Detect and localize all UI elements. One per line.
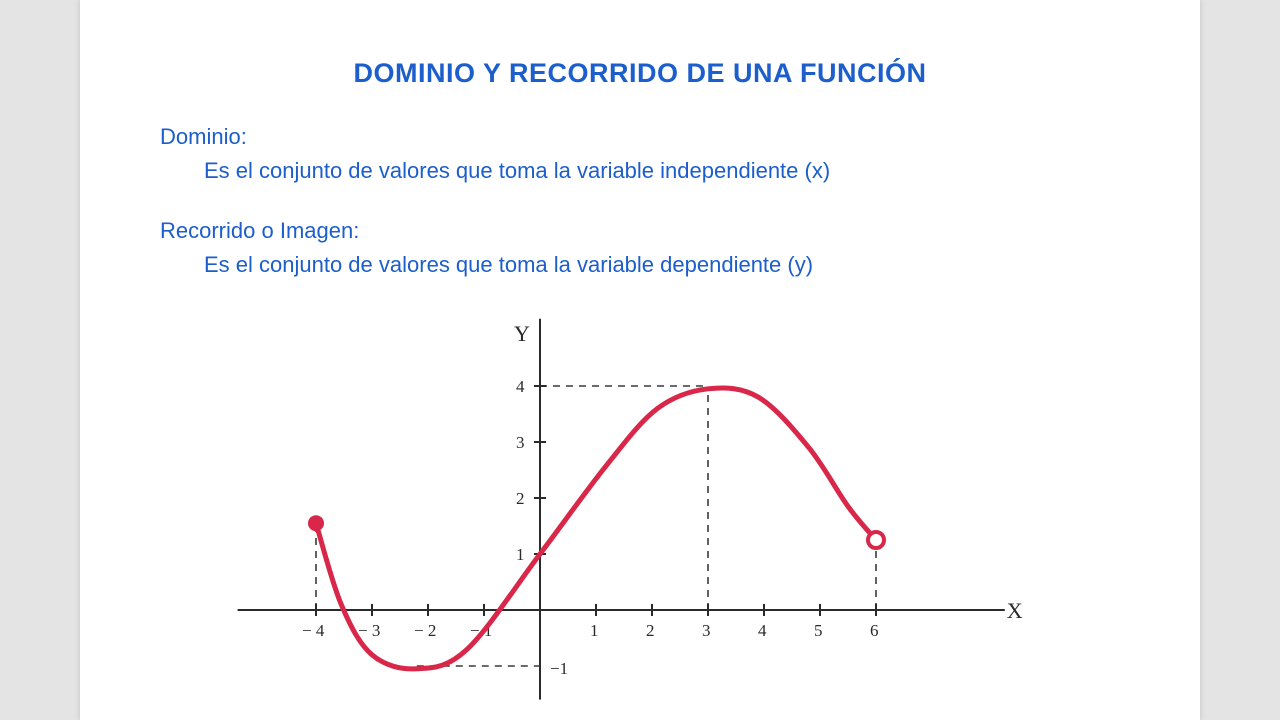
svg-text:5: 5 [814, 621, 823, 640]
svg-text:4: 4 [516, 377, 525, 396]
svg-text:1: 1 [516, 545, 525, 564]
svg-text:− 2: − 2 [414, 621, 436, 640]
svg-text:−1: −1 [550, 659, 568, 678]
svg-text:− 3: − 3 [358, 621, 380, 640]
svg-text:4: 4 [758, 621, 767, 640]
svg-text:X: X [1007, 598, 1023, 623]
page-title: DOMINIO Y RECORRIDO DE UNA FUNCIÓN [80, 58, 1200, 89]
svg-text:6: 6 [870, 621, 879, 640]
svg-text:2: 2 [646, 621, 655, 640]
definitions: Dominio: Es el conjunto de valores que t… [160, 118, 1120, 282]
range-desc: Es el conjunto de valores que toma la va… [160, 248, 1120, 282]
range-term: Recorrido o Imagen: [160, 214, 1120, 248]
svg-text:1: 1 [590, 621, 599, 640]
svg-text:3: 3 [516, 433, 525, 452]
domain-term: Dominio: [160, 120, 1120, 154]
svg-text:− 4: − 4 [302, 621, 325, 640]
svg-text:2: 2 [516, 489, 525, 508]
function-graph: − 4− 3− 2− 11234561234−1 XY [190, 300, 1090, 720]
slide: DOMINIO Y RECORRIDO DE UNA FUNCIÓN Domin… [80, 0, 1200, 720]
domain-desc: Es el conjunto de valores que toma la va… [160, 154, 1120, 188]
svg-text:Y: Y [514, 321, 530, 346]
svg-text:3: 3 [702, 621, 711, 640]
